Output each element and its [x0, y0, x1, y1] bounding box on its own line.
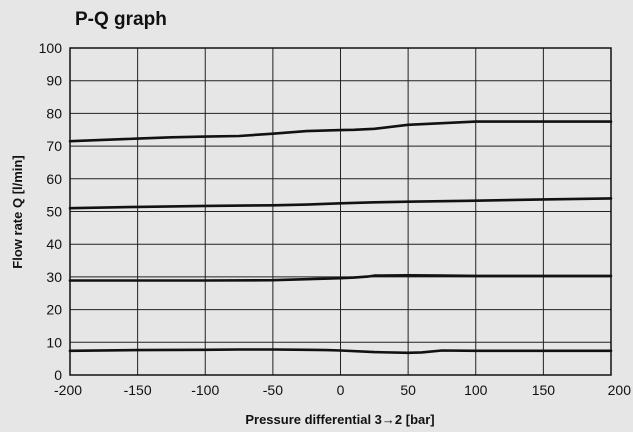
series-line-1: [68, 120, 613, 143]
x-tick-label: -200: [54, 382, 82, 398]
grid: [69, 47, 612, 376]
x-axis-label: Pressure differential 3→2 [bar]: [245, 412, 434, 427]
x-tick-label: -100: [191, 382, 219, 398]
y-tick-label: 90: [46, 73, 62, 89]
x-axis-ticks: -200 -150 -100 -50 0 50 100 150 200: [54, 382, 631, 398]
chart-title: P-Q graph: [75, 9, 167, 30]
y-tick-label: 100: [39, 40, 63, 56]
y-tick-label: 50: [46, 204, 62, 220]
x-tick-label: -150: [124, 382, 152, 398]
y-tick-label: 40: [46, 236, 62, 252]
y-tick-label: 70: [46, 138, 62, 154]
x-tick-label: 150: [532, 382, 556, 398]
y-axis-label: Flow rate Q [l/min]: [10, 155, 25, 268]
y-tick-label: 10: [46, 334, 62, 350]
x-tick-label: 100: [464, 382, 488, 398]
x-tick-label: 200: [608, 382, 632, 398]
x-tick-label: -50: [263, 382, 283, 398]
x-tick-label: 50: [400, 382, 416, 398]
y-tick-label: 80: [46, 105, 62, 121]
y-axis-ticks: 0 10 20 30 40 50 60 70 80 90 100: [39, 40, 63, 383]
series-line-3: [68, 274, 613, 282]
series-line-2: [68, 197, 613, 210]
series-group: [68, 120, 613, 355]
y-tick-label: 30: [46, 269, 62, 285]
x-tick-label: 0: [337, 382, 345, 398]
y-tick-label: 60: [46, 171, 62, 187]
series-line-4: [68, 348, 613, 355]
plot-frame: [69, 47, 612, 376]
y-tick-label: 0: [54, 367, 62, 383]
y-tick-label: 20: [46, 302, 62, 318]
